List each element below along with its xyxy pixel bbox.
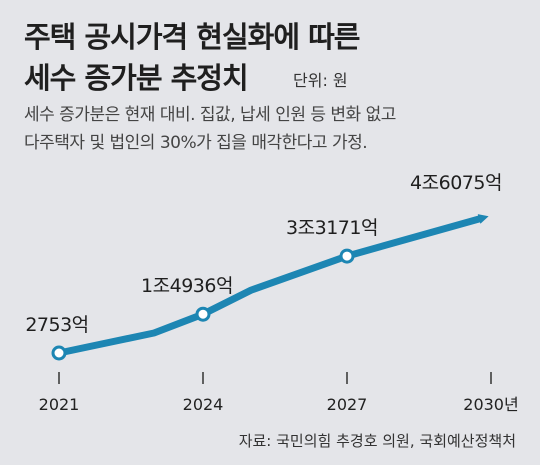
data-label: 3조3171억 — [286, 217, 378, 239]
line-chart: 2021 2024 2027 2030년 2753억 1조4936억 3조3171억 4조6… — [25, 172, 518, 414]
x-tick-label: 2024 — [183, 395, 224, 414]
x-tick-label: 2021 — [39, 395, 80, 414]
unit-label: 단위: 원 — [293, 71, 348, 90]
data-point — [195, 306, 211, 322]
series-line — [55, 214, 489, 357]
data-point — [339, 248, 355, 264]
x-tick-label: 2027 — [327, 395, 368, 414]
source-note: 자료: 국민의힘 추경호 의원, 국회예산정책처 — [238, 432, 516, 450]
x-tick-label: 2030년 — [463, 395, 518, 414]
chart-title-line2: 세수 증가분 추정치 — [24, 61, 249, 95]
data-point — [51, 345, 67, 361]
note-line2: 다주택자 및 법인의 30%가 집을 매각한다고 가정. — [24, 133, 368, 153]
data-label: 4조6075억 — [410, 172, 502, 194]
chart-title-line1: 주택 공시가격 현실화에 따른 — [24, 20, 360, 54]
note-line1: 세수 증가분은 현재 대비. 집값, 납세 인원 등 변화 없고 — [24, 105, 396, 125]
data-label: 2753억 — [25, 314, 88, 336]
data-label: 1조4936억 — [141, 275, 233, 297]
